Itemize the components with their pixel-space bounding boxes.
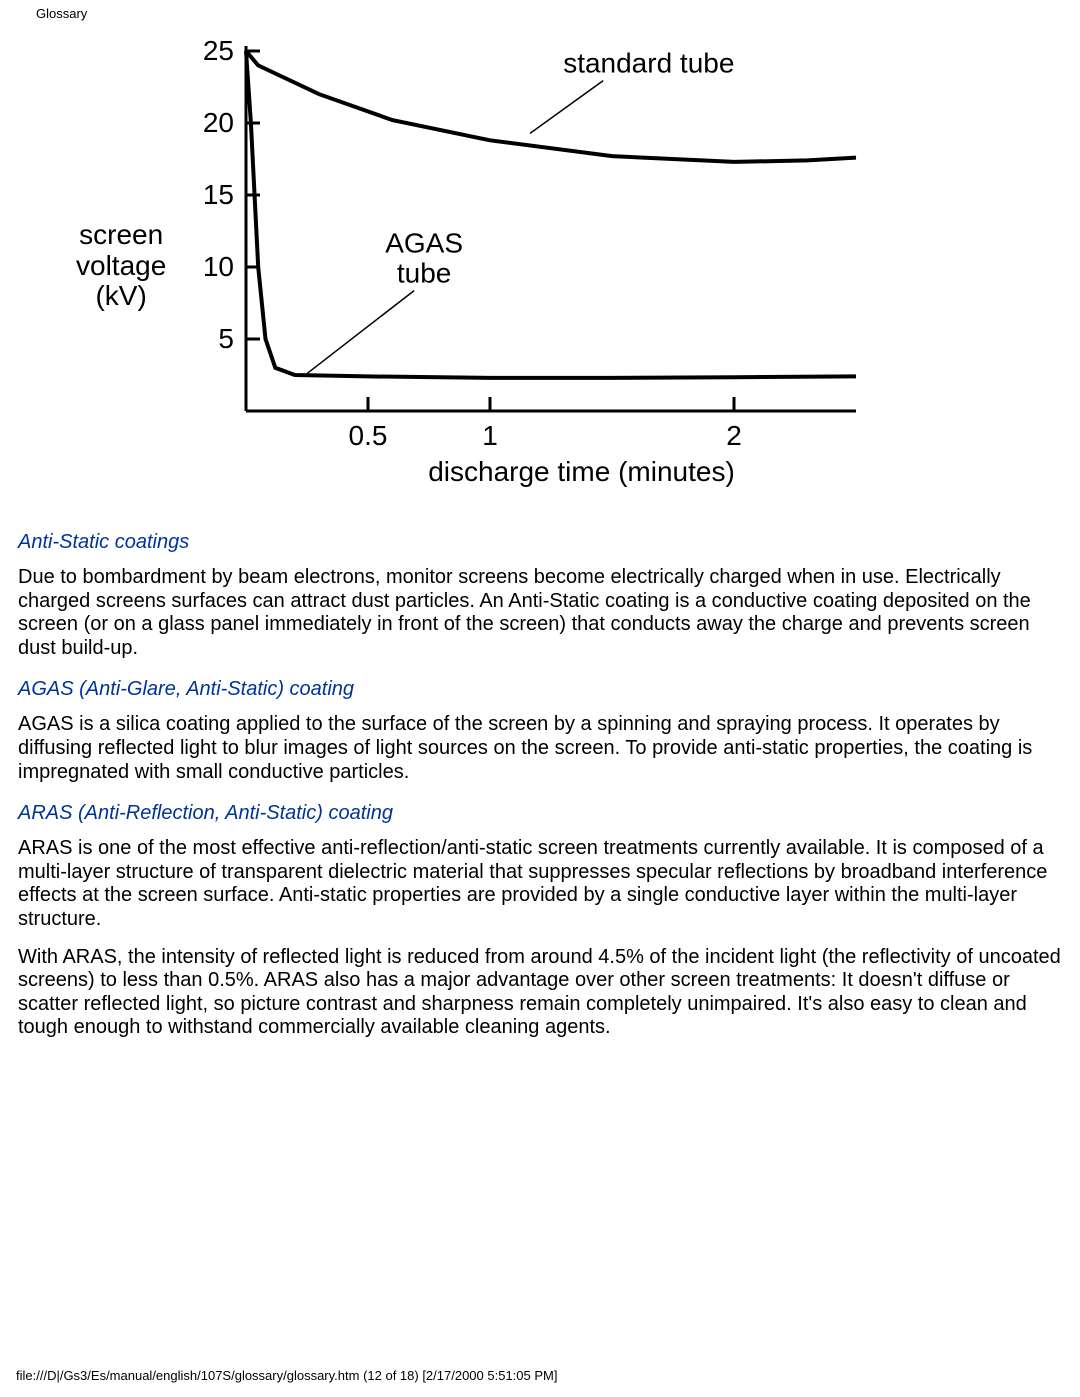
svg-text:25: 25 [203,35,234,66]
term-paragraph: AGAS is a silica coating applied to the … [18,713,1062,784]
svg-text:2: 2 [727,420,743,451]
discharge-chart: screen voltage (kV) 5 10 15 20 25 0.5 1 2 discha… [76,31,1064,501]
chart-ylabel-2: voltage [76,250,166,281]
term-heading-anti-static-coatings: Anti-Static coatings [18,531,1062,554]
svg-text:discharge time (minutes): discharge time (minutes) [429,456,736,487]
svg-text:AGAS: AGAS [386,228,464,259]
svg-text:0.5: 0.5 [349,420,388,451]
chart-ylabel-3: (kV) [95,280,146,311]
term-paragraph: With ARAS, the intensity of reflected li… [18,946,1062,1040]
term-paragraph: ARAS is one of the most effective anti-r… [18,837,1062,931]
term-heading-aras-coating: ARAS (Anti-Reflection, Anti-Static) coat… [18,802,1062,825]
svg-text:15: 15 [203,179,234,210]
chart-ylabel: screen voltage (kV) [76,220,166,312]
svg-text:1: 1 [483,420,499,451]
page-header: Glossary [36,6,1064,21]
svg-text:5: 5 [219,323,235,354]
chart-svg: 5 10 15 20 25 0.5 1 2 discharge time (minutes) st… [176,31,896,501]
svg-text:tube: tube [397,258,452,289]
page-footer: file:///D|/Gs3/Es/manual/english/107S/gl… [16,1368,557,1383]
term-paragraph: Due to bombardment by beam electrons, mo… [18,566,1062,660]
svg-text:20: 20 [203,107,234,138]
chart-ylabel-1: screen [79,219,163,250]
svg-text:10: 10 [203,251,234,282]
svg-text:standard tube: standard tube [563,48,734,79]
glossary-content: Anti-Static coatings Due to bombardment b… [16,531,1064,1040]
term-heading-agas-coating: AGAS (Anti-Glare, Anti-Static) coating [18,678,1062,701]
